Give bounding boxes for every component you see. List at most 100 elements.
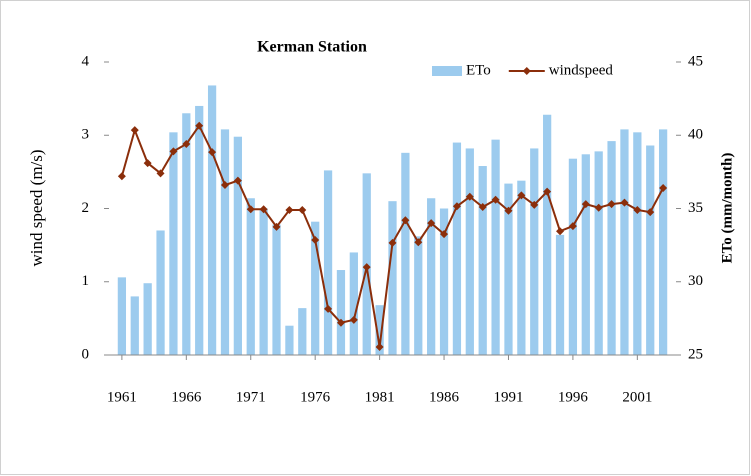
line-marker <box>581 200 590 209</box>
line-marker <box>556 227 565 236</box>
x-tick-label: 1986 <box>429 389 460 405</box>
line-marker <box>543 187 552 196</box>
x-tick-label: 1961 <box>107 389 137 405</box>
line-marker <box>324 304 333 313</box>
bar <box>439 208 449 355</box>
legend-marker <box>522 67 531 75</box>
bar <box>349 252 358 355</box>
legend-label: windspeed <box>549 62 614 78</box>
bar <box>311 221 320 355</box>
line-marker <box>298 205 307 214</box>
line-marker <box>311 235 320 244</box>
line-marker <box>401 216 410 225</box>
bar <box>117 277 127 355</box>
bar <box>246 198 255 355</box>
y2-tick-label: 30 <box>688 273 703 289</box>
line-marker <box>362 263 371 272</box>
line-marker <box>117 172 126 181</box>
bar <box>646 145 655 355</box>
line-marker <box>427 219 436 228</box>
x-tick-label: 1996 <box>558 389 589 405</box>
line-marker <box>182 140 191 149</box>
y-tick-label: 2 <box>82 200 90 216</box>
x-tick-label: 1981 <box>365 389 395 405</box>
line-marker <box>530 200 539 209</box>
legend-swatch <box>432 66 462 76</box>
x-tick-label: 1976 <box>300 389 331 405</box>
line-marker <box>285 205 294 214</box>
line-marker <box>504 206 513 215</box>
line-marker <box>517 191 526 200</box>
line-marker <box>440 230 449 239</box>
x-tick-label: 2001 <box>622 389 652 405</box>
bar <box>375 305 384 355</box>
y2-axis-label: ETo (mm/month) <box>719 153 735 264</box>
bar <box>491 139 500 355</box>
y2-tick-label: 45 <box>688 53 703 69</box>
x-tick-label: 1971 <box>236 389 266 405</box>
line-marker <box>646 208 655 217</box>
line-marker <box>233 176 242 185</box>
y-tick-label: 4 <box>82 53 90 69</box>
line-marker <box>478 203 487 212</box>
line-marker <box>465 192 474 201</box>
bar <box>568 158 578 355</box>
line-marker <box>246 205 255 214</box>
bar <box>220 129 230 355</box>
bar <box>401 152 410 355</box>
bar <box>388 201 397 355</box>
bar <box>195 105 204 355</box>
bar <box>182 113 191 356</box>
line-marker <box>375 342 384 351</box>
bar <box>414 236 423 355</box>
line-marker <box>130 126 139 135</box>
line-marker <box>156 169 165 178</box>
line-marker <box>336 318 345 327</box>
bar <box>323 170 333 355</box>
y2-tick-label: 25 <box>688 346 703 362</box>
y-axis-label: wind speed (m/s) <box>27 149 46 266</box>
line-marker <box>620 198 629 207</box>
bar <box>517 180 526 355</box>
x-tick-label: 1991 <box>493 389 523 405</box>
bar <box>607 141 616 355</box>
bar <box>285 325 294 355</box>
bar <box>207 85 217 355</box>
bar <box>555 234 565 355</box>
line-marker <box>633 205 642 214</box>
y2-tick-label: 40 <box>688 127 703 143</box>
bar <box>594 151 603 355</box>
bar <box>465 148 474 355</box>
y-tick-label: 3 <box>82 127 90 143</box>
bar <box>130 296 139 355</box>
line-marker <box>143 159 152 168</box>
line-marker <box>272 222 281 231</box>
bar <box>504 183 513 355</box>
line-marker <box>568 222 577 231</box>
bar <box>452 142 462 355</box>
line-marker <box>388 238 397 247</box>
bar <box>272 224 281 355</box>
bar <box>581 154 590 355</box>
y-tick-label: 1 <box>82 273 90 289</box>
y2-tick-label: 35 <box>688 200 703 216</box>
line-marker <box>452 202 461 211</box>
line-marker <box>169 147 178 156</box>
bar <box>169 132 178 355</box>
line-marker <box>195 121 204 130</box>
bar <box>478 166 487 355</box>
line-marker <box>491 195 500 204</box>
bar <box>156 230 165 355</box>
line-marker <box>208 148 217 157</box>
bar <box>336 270 346 355</box>
bar <box>658 129 668 355</box>
line-marker <box>349 315 358 324</box>
y-tick-label: 0 <box>82 346 90 362</box>
legend-label: ETo <box>466 62 491 78</box>
line-marker <box>259 205 268 214</box>
chart-title: Kerman Station <box>257 39 367 56</box>
bar <box>427 198 436 355</box>
bar <box>530 148 539 355</box>
line-marker <box>659 183 668 192</box>
